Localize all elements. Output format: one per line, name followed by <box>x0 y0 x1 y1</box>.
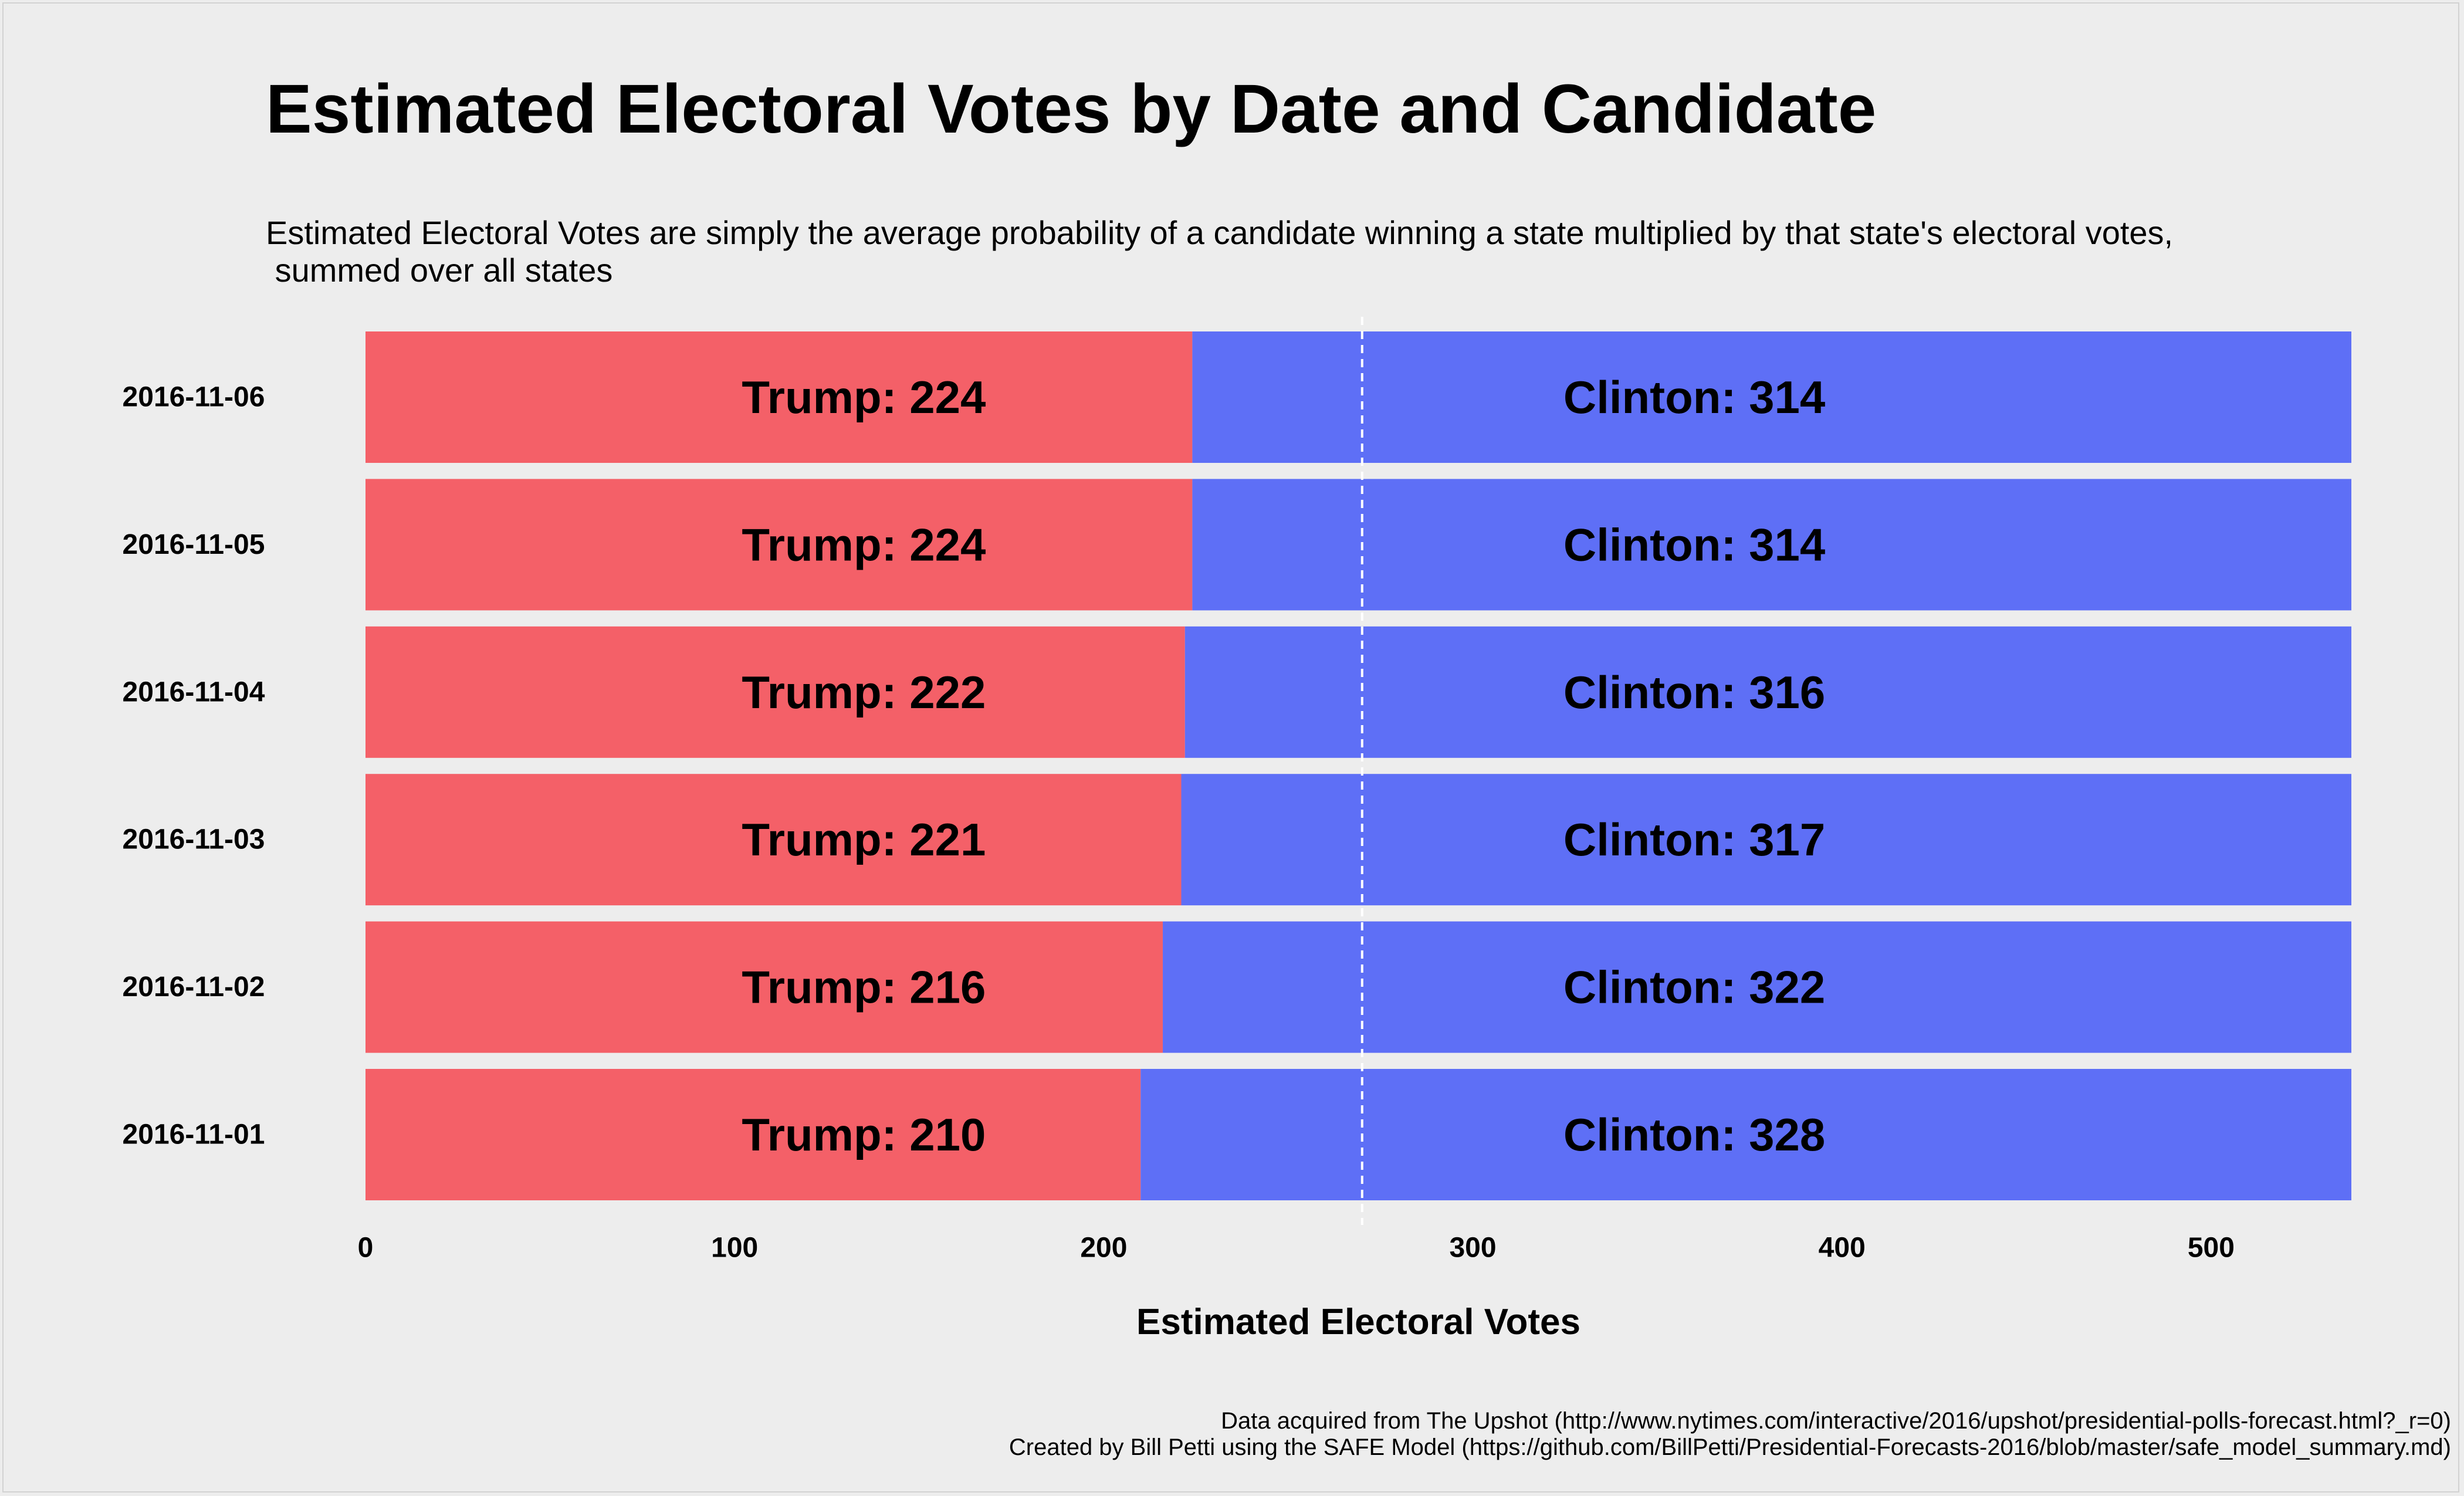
bar-clinton-2016-11-03 <box>1181 774 2351 906</box>
bar-trump-2016-11-03 <box>365 774 1182 906</box>
x-tick-label-300: 300 <box>1449 1233 1496 1264</box>
bar-clinton-2016-11-05 <box>1192 479 2351 611</box>
bar-trump-2016-11-02 <box>365 921 1163 1053</box>
data-label-clinton-2016-11-02: Clinton: 322 <box>1563 962 1825 1013</box>
y-tick-label-2016-11-01: 2016-11-01 <box>123 1119 265 1150</box>
chart-subtitle: Estimated Electoral Votes are simply the… <box>266 214 2174 289</box>
data-label-trump-2016-11-03: Trump: 221 <box>742 814 986 865</box>
x-tick-label-100: 100 <box>711 1233 758 1264</box>
x-tick-label-500: 500 <box>2188 1233 2235 1264</box>
bar-trump-2016-11-04 <box>365 626 1185 758</box>
data-label-trump-2016-11-05: Trump: 224 <box>742 519 986 570</box>
y-tick-label-2016-11-05: 2016-11-05 <box>123 529 265 560</box>
y-tick-label-2016-11-02: 2016-11-02 <box>123 972 265 1003</box>
data-label-trump-2016-11-02: Trump: 216 <box>742 962 986 1013</box>
bar-clinton-2016-11-01 <box>1140 1069 2351 1200</box>
creator-caption: Created by Bill Petti using the SAFE Mod… <box>1008 1434 2451 1460</box>
bar-clinton-2016-11-02 <box>1163 921 2351 1053</box>
data-label-trump-2016-11-01: Trump: 210 <box>742 1109 986 1160</box>
chart-title: Estimated Electoral Votes by Date and Ca… <box>266 70 1877 148</box>
bar-clinton-2016-11-06 <box>1192 331 2351 463</box>
data-label-clinton-2016-11-03: Clinton: 317 <box>1563 814 1825 865</box>
data-label-trump-2016-11-06: Trump: 224 <box>742 371 986 423</box>
data-source-caption: Data acquired from The Upshot (http://ww… <box>1221 1408 2451 1434</box>
data-label-clinton-2016-11-04: Clinton: 316 <box>1563 666 1825 718</box>
y-tick-label-2016-11-04: 2016-11-04 <box>123 676 265 708</box>
bar-trump-2016-11-06 <box>365 331 1193 463</box>
data-label-clinton-2016-11-01: Clinton: 328 <box>1563 1109 1825 1160</box>
data-label-clinton-2016-11-06: Clinton: 314 <box>1563 371 1825 423</box>
y-tick-label-2016-11-03: 2016-11-03 <box>123 824 265 855</box>
x-tick-label-400: 400 <box>1819 1233 1866 1264</box>
data-label-trump-2016-11-04: Trump: 222 <box>742 666 986 718</box>
data-label-clinton-2016-11-05: Clinton: 314 <box>1563 519 1825 570</box>
bar-trump-2016-11-01 <box>365 1069 1141 1200</box>
bar-trump-2016-11-05 <box>365 479 1193 611</box>
x-tick-label-0: 0 <box>358 1233 374 1264</box>
x-tick-label-200: 200 <box>1080 1233 1127 1264</box>
x-axis-label: Estimated Electoral Votes <box>1136 1302 1580 1342</box>
y-tick-label-2016-11-06: 2016-11-06 <box>123 382 265 413</box>
bar-clinton-2016-11-04 <box>1184 626 2351 758</box>
